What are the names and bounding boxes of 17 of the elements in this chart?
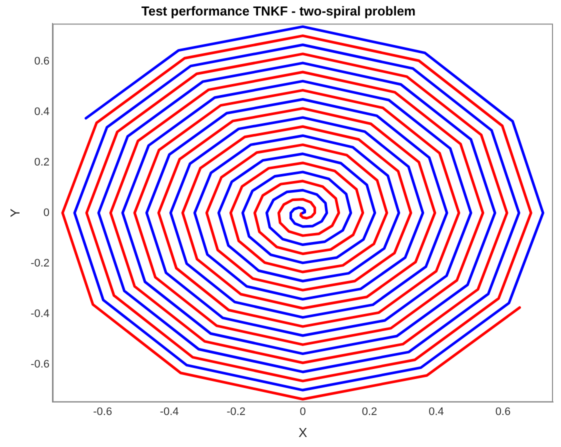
y-tick-label: -0.6 (30, 358, 50, 370)
chart-title: Test performance TNKF - two-spiral problem (141, 3, 416, 18)
x-tick-label: 0.4 (428, 406, 444, 418)
y-tick-label: -0.4 (30, 308, 50, 320)
y-tick-label: 0.4 (34, 106, 50, 118)
x-tick-label: 0 (300, 406, 306, 418)
y-tick-label: 0 (43, 206, 50, 219)
y-tick-label: 0.6 (34, 55, 50, 68)
x-tick-label: -0.2 (226, 406, 246, 418)
y-tick-label: 0.2 (34, 156, 50, 168)
x-tick-label: -0.4 (160, 406, 179, 418)
x-tick-label: 0.6 (495, 406, 511, 418)
x-axis-title: X (298, 424, 308, 440)
x-tick-label: 0.2 (362, 406, 378, 418)
x-tick-label: -0.6 (93, 406, 112, 418)
y-axis-title: Y (7, 208, 22, 218)
y-tick-label: -0.2 (30, 257, 50, 270)
